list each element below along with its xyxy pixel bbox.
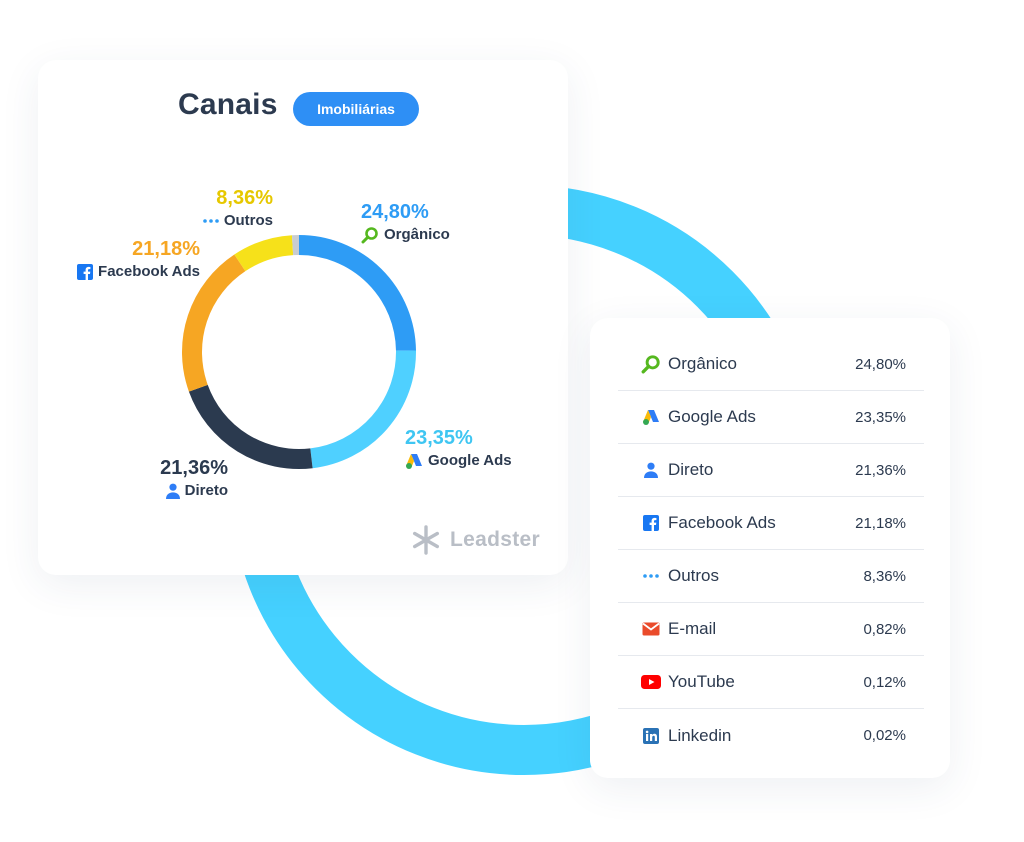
table-card [590, 318, 950, 778]
chart-label-google-ads: 23,35% Google Ads [405, 426, 512, 472]
channel-name: E-mail [668, 619, 717, 638]
slice-name-label: Facebook Ads [98, 263, 200, 280]
table-row: Orgânico 24,80% [618, 338, 924, 391]
chart-label-facebook-ads: 21,18% Facebook Ads [77, 237, 200, 283]
slice-value-label: 21,18% [132, 238, 200, 260]
chart-label-direto: 21,36% Direto [160, 456, 228, 502]
slice-value-label: 23,35% [405, 427, 473, 449]
page-title: Canais [178, 88, 278, 121]
table-row: Linkedin 0,02% [618, 709, 924, 762]
channel-value: 21,36% [855, 461, 906, 479]
user-icon [165, 483, 180, 499]
table-row: YouTube 0,12% [618, 656, 924, 709]
table-row: Facebook Ads 21,18% [618, 497, 924, 550]
channel-name: Direto [668, 460, 714, 479]
slice-name-label: Outros [223, 212, 273, 229]
leadster-logo-icon [412, 525, 439, 555]
leadster-logo: Leadster [410, 524, 540, 556]
slice-name-label: Orgânico [384, 226, 450, 243]
youtube-icon [641, 675, 661, 689]
dots-icon [203, 219, 219, 223]
slice-value-label: 21,36% [160, 457, 228, 479]
segment-badge[interactable]: Imobiliárias [293, 92, 419, 126]
linkedin-icon [643, 727, 659, 744]
channel-name: Outros [668, 566, 720, 585]
magnifier-icon [361, 227, 378, 244]
channel-value: 0,82% [863, 620, 906, 638]
leadster-wordmark: Leadster [450, 528, 540, 551]
slice-value-label: 8,36% [216, 187, 273, 209]
slice-name-label: Google Ads [428, 452, 512, 469]
magnifier-icon [641, 355, 660, 374]
facebook-icon [77, 264, 94, 280]
channel-value: 21,18% [855, 514, 906, 532]
dots-icon [643, 574, 659, 578]
google-ads-icon [643, 410, 659, 425]
channel-value: 8,36% [863, 567, 906, 585]
slice-value-label: 24,80% [361, 201, 429, 223]
slice-name-label: Direto [184, 482, 228, 499]
table-row: Outros 8,36% [618, 550, 924, 603]
google-ads-icon [406, 454, 422, 469]
table-row: Direto 21,36% [618, 444, 924, 497]
channel-value: 0,02% [863, 727, 906, 744]
channel-value: 23,35% [855, 408, 906, 426]
table-row: E-mail 0,82% [618, 603, 924, 656]
channel-value: 0,12% [863, 673, 906, 691]
table-row: Google Ads 23,35% [618, 391, 924, 444]
channel-name: Orgânico [668, 354, 737, 373]
chart-label-organico: 24,80% Orgânico [361, 200, 450, 246]
channel-name: YouTube [668, 672, 735, 691]
chart-label-outros: 8,36% Outros [203, 186, 273, 232]
channel-value: 24,80% [855, 355, 906, 373]
channel-name: Facebook Ads [668, 513, 776, 532]
chart-card [38, 60, 568, 575]
facebook-icon [643, 515, 659, 531]
channel-name: Google Ads [668, 407, 756, 426]
user-icon [644, 462, 658, 478]
channel-name: Linkedin [668, 725, 732, 745]
email-icon [642, 622, 660, 636]
